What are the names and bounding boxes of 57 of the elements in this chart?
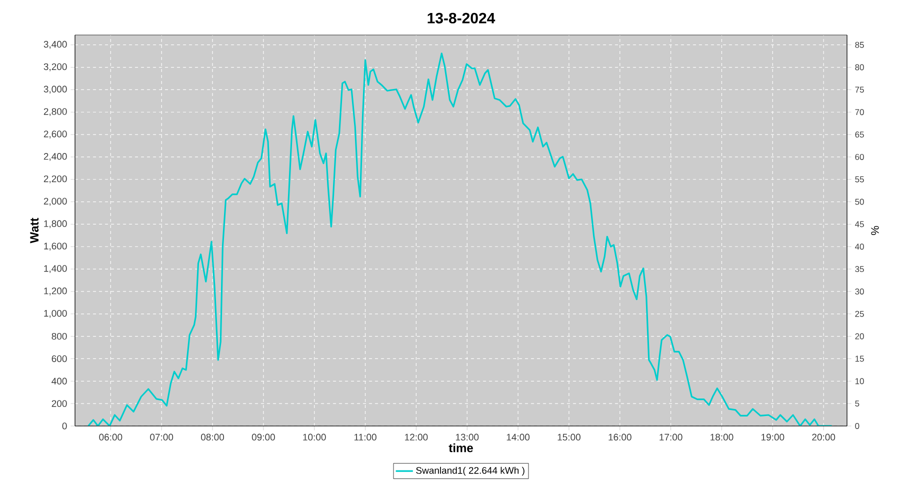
y2-tick-label: 75 (855, 86, 864, 93)
y-tick-label: 600 (52, 355, 67, 362)
y2-tick-label: 55 (855, 176, 864, 182)
line-series (87, 52, 833, 426)
x-tick-label: 10:00 (303, 434, 326, 441)
y2-tick-label: 50 (855, 198, 864, 205)
y2-tick-label: 80 (855, 64, 864, 70)
x-tick-label: 19:00 (761, 434, 784, 441)
x-tick-label: 14:00 (506, 434, 530, 441)
y-tick-label: 2,600 (44, 130, 67, 138)
x-tick-label: 09:00 (252, 434, 275, 441)
x-tick-label: 20:00 (812, 434, 836, 441)
y-tick-label: 3,200 (44, 63, 67, 72)
y-tick-label: 400 (52, 378, 67, 385)
y2-tick-label: 35 (855, 266, 864, 272)
x-tick-label: 18:00 (710, 434, 734, 441)
y-tick-label: 1,800 (44, 220, 67, 228)
y2-tick-label: 0 (855, 422, 860, 429)
y2-tick-label: 10 (855, 378, 864, 384)
y-tick-label: 1,000 (44, 310, 67, 318)
y2-tick-label: 65 (855, 132, 864, 138)
y-axis-title: Watt (30, 218, 39, 244)
y-tick-label: 3,400 (44, 40, 67, 49)
y-tick-label: 1,600 (44, 242, 67, 251)
x-tick-label: 12:00 (405, 434, 428, 441)
y2-tick-label: 60 (855, 154, 864, 160)
y-tick-label: 800 (52, 332, 67, 340)
y2-tick-label: 15 (855, 356, 864, 362)
x-axis-title: time (448, 443, 473, 452)
legend-label: Swanland1( 22.644 kWh ) (416, 466, 524, 476)
x-tick-label: 17:00 (660, 434, 682, 441)
y2-axis-title: % (871, 226, 879, 235)
y-tick-label: 3,000 (44, 86, 67, 94)
y-tick-label: 1,200 (44, 288, 67, 296)
x-tick-label: 16:00 (608, 434, 632, 441)
y2-tick-label: 30 (855, 288, 864, 294)
y2-tick-label: 20 (855, 333, 864, 340)
y-tick-label: 1,400 (44, 265, 67, 273)
y2-tick-label: 70 (855, 109, 864, 116)
y-tick-label: 200 (52, 400, 67, 407)
y-tick-label: 2,400 (44, 153, 67, 161)
x-tick-label: 07:00 (150, 434, 174, 441)
x-tick-label: 11:00 (354, 434, 376, 441)
y-tick-label: 2,000 (44, 198, 67, 206)
x-tick-label: 13:00 (456, 434, 479, 441)
chart-title: 13-8-2024 (428, 12, 496, 24)
y-tick-label: 2,200 (44, 175, 67, 184)
y2-tick-label: 45 (854, 221, 864, 228)
y2-tick-label: 85 (855, 42, 864, 48)
x-tick-label: 15:00 (558, 434, 580, 441)
y2-tick-label: 5 (855, 400, 860, 407)
x-tick-label: 08:00 (200, 434, 224, 441)
y2-tick-label: 25 (855, 310, 864, 317)
y-tick-label: 0 (62, 422, 67, 430)
y2-tick-label: 40 (854, 244, 864, 250)
y-tick-label: 2,800 (44, 108, 67, 116)
x-tick-label: 06:00 (99, 434, 122, 441)
